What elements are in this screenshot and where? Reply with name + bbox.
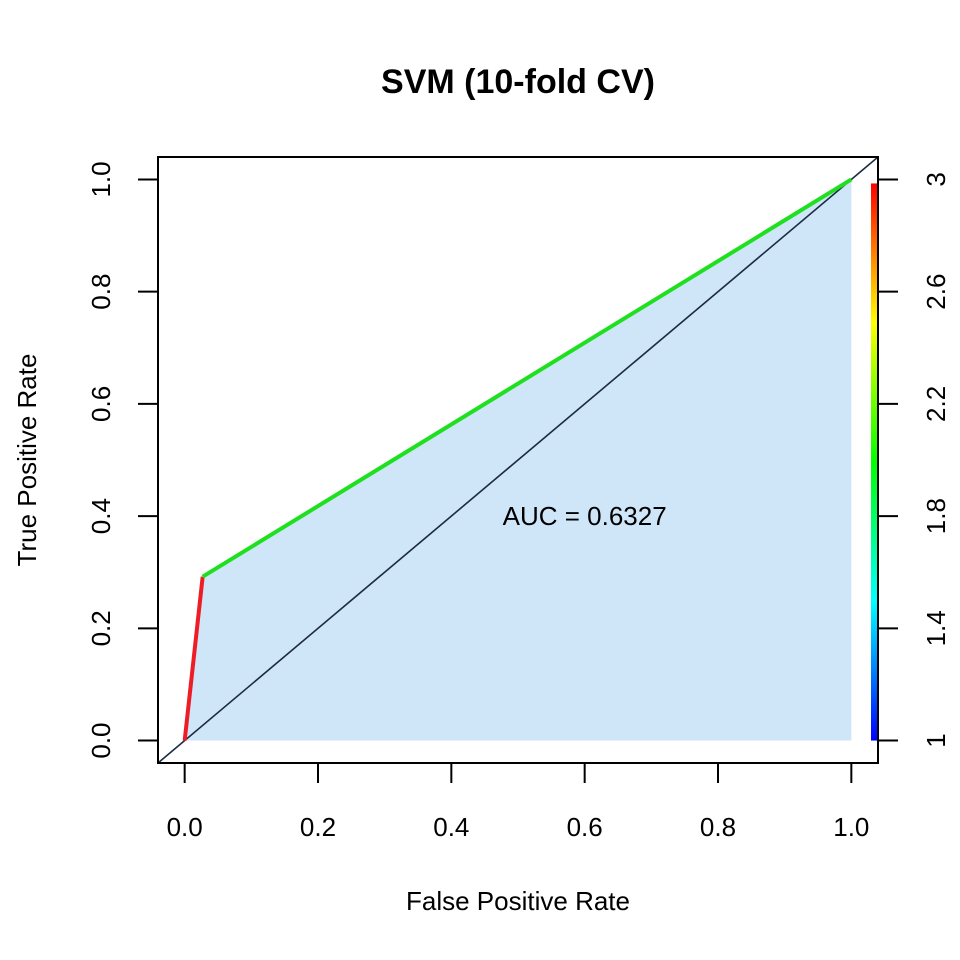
y-tick-label: 0.4 — [86, 498, 116, 534]
y-tick-label: 0.2 — [86, 610, 116, 646]
chart-title: SVM (10-fold CV) — [381, 63, 655, 101]
colorbar-tick-label: 2.6 — [921, 274, 951, 310]
x-tick-label: 0.6 — [567, 812, 603, 842]
x-tick-label: 1.0 — [833, 812, 869, 842]
x-axis-label: False Positive Rate — [406, 886, 630, 916]
colorbar-tick-label: 1.4 — [921, 610, 951, 646]
roc-segment-1 — [201, 177, 853, 579]
y-tick-label: 0.8 — [86, 274, 116, 310]
colorbar-axis: 1 1.4 1.8 2.2 2.6 3 — [878, 172, 951, 748]
x-axis: 0.0 0.2 0.4 0.6 0.8 1.0 — [167, 763, 869, 842]
colorbar — [871, 183, 878, 741]
y-axis: 0.0 0.2 0.4 0.6 0.8 1.0 — [86, 161, 158, 759]
x-tick-label: 0.2 — [300, 812, 336, 842]
plot-frame — [157, 156, 879, 764]
auc-annotation: AUC = 0.6327 — [503, 501, 667, 531]
y-tick-label: 0.6 — [86, 386, 116, 422]
colorbar-tick-label: 2.2 — [921, 386, 951, 422]
colorbar-tick-label: 3 — [921, 172, 951, 186]
y-axis-label: True Positive Rate — [12, 354, 42, 567]
y-tick-label: 1.0 — [86, 161, 116, 197]
x-tick-label: 0.4 — [433, 812, 469, 842]
diagonal-reference-line — [157, 156, 879, 764]
colorbar-tick-label: 1.8 — [921, 498, 951, 534]
x-tick-label: 0.0 — [167, 812, 203, 842]
x-tick-label: 0.8 — [700, 812, 736, 842]
y-tick-label: 0.0 — [86, 722, 116, 758]
roc-segment-0 — [182, 576, 205, 741]
colorbar-tick-label: 1 — [921, 733, 951, 747]
plot-area: AUC = 0.6327 — [157, 156, 879, 764]
